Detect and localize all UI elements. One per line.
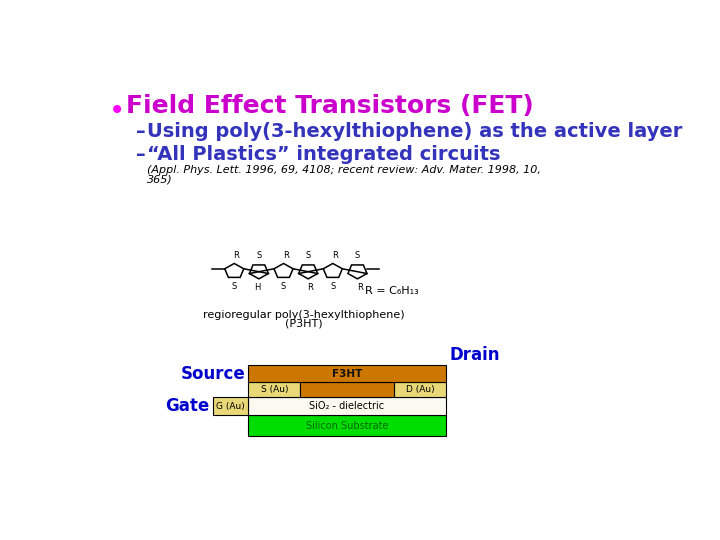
Text: H: H [254, 283, 261, 292]
Bar [300, 382, 394, 397]
Text: Gate: Gate [166, 397, 210, 415]
Text: R: R [307, 283, 313, 292]
Text: R: R [283, 251, 289, 260]
Text: SiO₂ - dielectric: SiO₂ - dielectric [310, 401, 384, 411]
Text: S: S [305, 252, 311, 260]
Text: Silicon Substrate: Silicon Substrate [306, 421, 388, 430]
Text: S: S [232, 282, 237, 291]
Text: 365): 365) [148, 175, 173, 185]
Text: –: – [137, 145, 146, 164]
Text: R: R [233, 251, 240, 260]
Text: “All Plastics” integrated circuits: “All Plastics” integrated circuits [148, 145, 500, 164]
Bar [248, 415, 446, 436]
Text: regioregular poly(3-hexylthiophene): regioregular poly(3-hexylthiophene) [203, 309, 405, 320]
Text: S: S [281, 282, 286, 291]
Text: (P3HT): (P3HT) [284, 319, 323, 329]
Text: G (Au): G (Au) [216, 402, 245, 411]
Text: Using poly(3-hexylthiophene) as the active layer: Using poly(3-hexylthiophene) as the acti… [148, 122, 683, 141]
Text: –: – [137, 122, 146, 141]
Bar [248, 397, 446, 415]
Text: S: S [355, 252, 360, 260]
Bar [248, 365, 446, 382]
Text: D (Au): D (Au) [405, 385, 434, 394]
Text: R = C₆H₁₃: R = C₆H₁₃ [365, 286, 419, 296]
Text: (Appl. Phys. Lett. 1996, 69, 4108; recent review: Adv. Mater. 1998, 10,: (Appl. Phys. Lett. 1996, 69, 4108; recen… [148, 165, 541, 175]
Text: •: • [109, 97, 125, 125]
Text: Drain: Drain [449, 346, 500, 363]
Text: S: S [256, 252, 261, 260]
Bar [394, 382, 446, 397]
Text: R: R [332, 251, 338, 260]
Bar [248, 382, 300, 397]
Text: R: R [357, 283, 363, 292]
Bar [212, 397, 248, 415]
Text: Field Effect Transistors (FET): Field Effect Transistors (FET) [126, 94, 534, 118]
Text: S: S [330, 282, 336, 291]
Text: S (Au): S (Au) [261, 385, 288, 394]
Text: F3HT: F3HT [332, 369, 362, 379]
Text: Source: Source [180, 364, 245, 382]
